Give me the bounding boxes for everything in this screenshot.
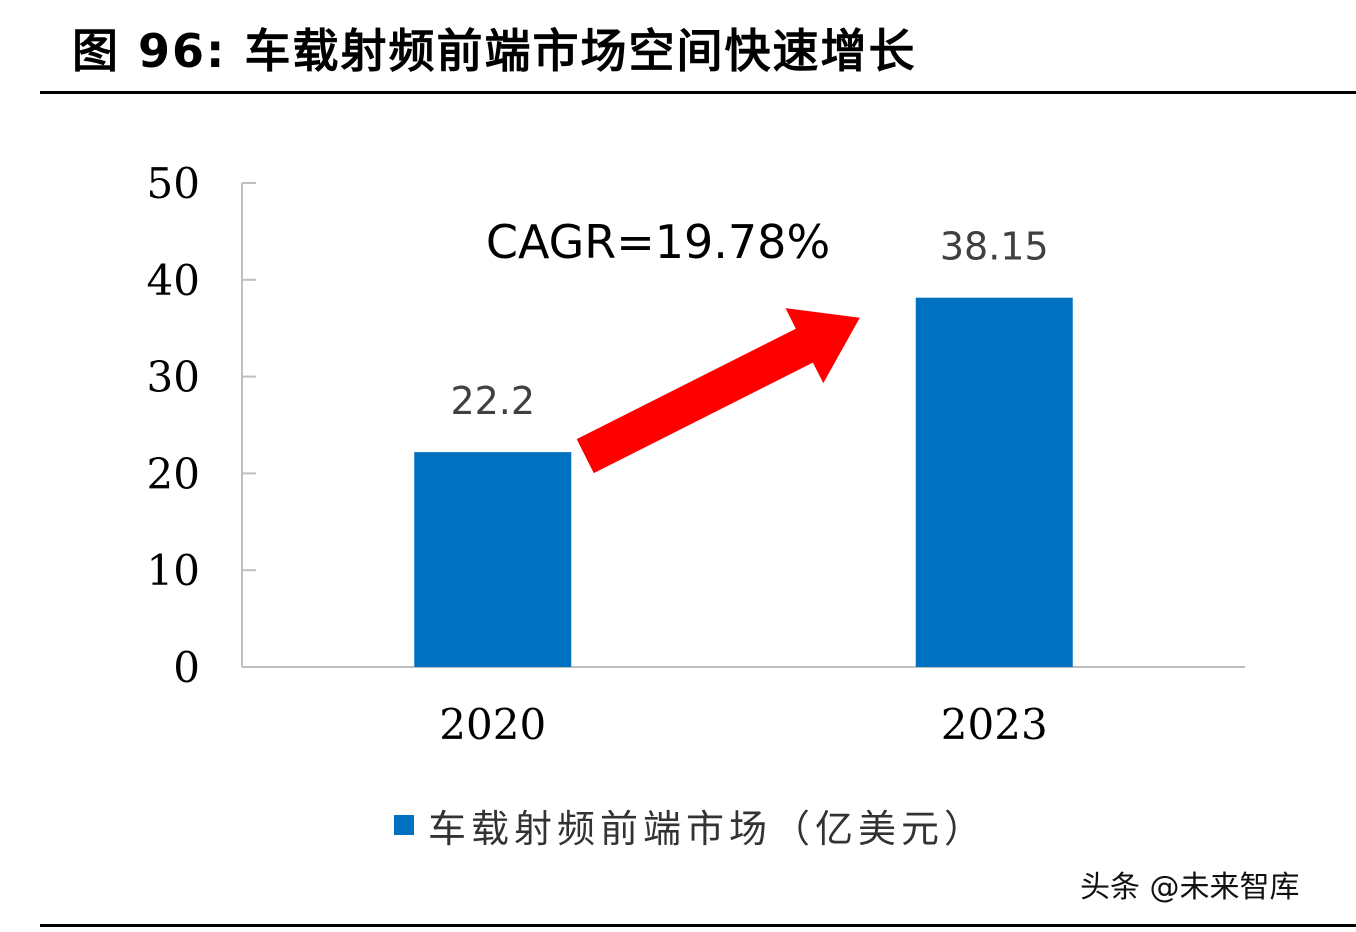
x-tick-label: 2023 bbox=[941, 700, 1048, 749]
y-tick-label: 10 bbox=[147, 546, 200, 595]
y-tick-label: 30 bbox=[147, 353, 200, 402]
figure-title: 图 96: 车载射频前端市场空间快速增长 bbox=[72, 24, 917, 78]
bar bbox=[915, 297, 1073, 667]
data-label: 22.2 bbox=[450, 379, 535, 423]
bar bbox=[414, 452, 572, 667]
y-tick-label: 40 bbox=[147, 256, 200, 305]
data-label: 38.15 bbox=[940, 225, 1049, 269]
watermark: 头条 @未来智库 bbox=[1080, 870, 1300, 905]
y-tick-label: 0 bbox=[173, 643, 200, 692]
cagr-annotation: CAGR=19.78% bbox=[486, 215, 830, 269]
y-tick-label: 50 bbox=[147, 159, 200, 208]
legend-swatch bbox=[394, 815, 414, 835]
top-rule bbox=[40, 91, 1356, 94]
x-tick-label: 2020 bbox=[439, 700, 546, 749]
bottom-rule bbox=[40, 924, 1356, 927]
growth-arrow-shape bbox=[576, 308, 860, 474]
legend-label: 车载射频前端市场（亿美元） bbox=[428, 806, 988, 851]
y-tick-label: 20 bbox=[147, 449, 200, 498]
bars: 22.2 38.15 bbox=[414, 225, 1073, 667]
y-axis: 0 10 20 30 40 50 bbox=[147, 159, 256, 692]
x-axis: 2020 2023 bbox=[242, 666, 1245, 749]
legend: 车载射频前端市场（亿美元） bbox=[394, 800, 988, 851]
growth-arrow bbox=[576, 308, 860, 474]
